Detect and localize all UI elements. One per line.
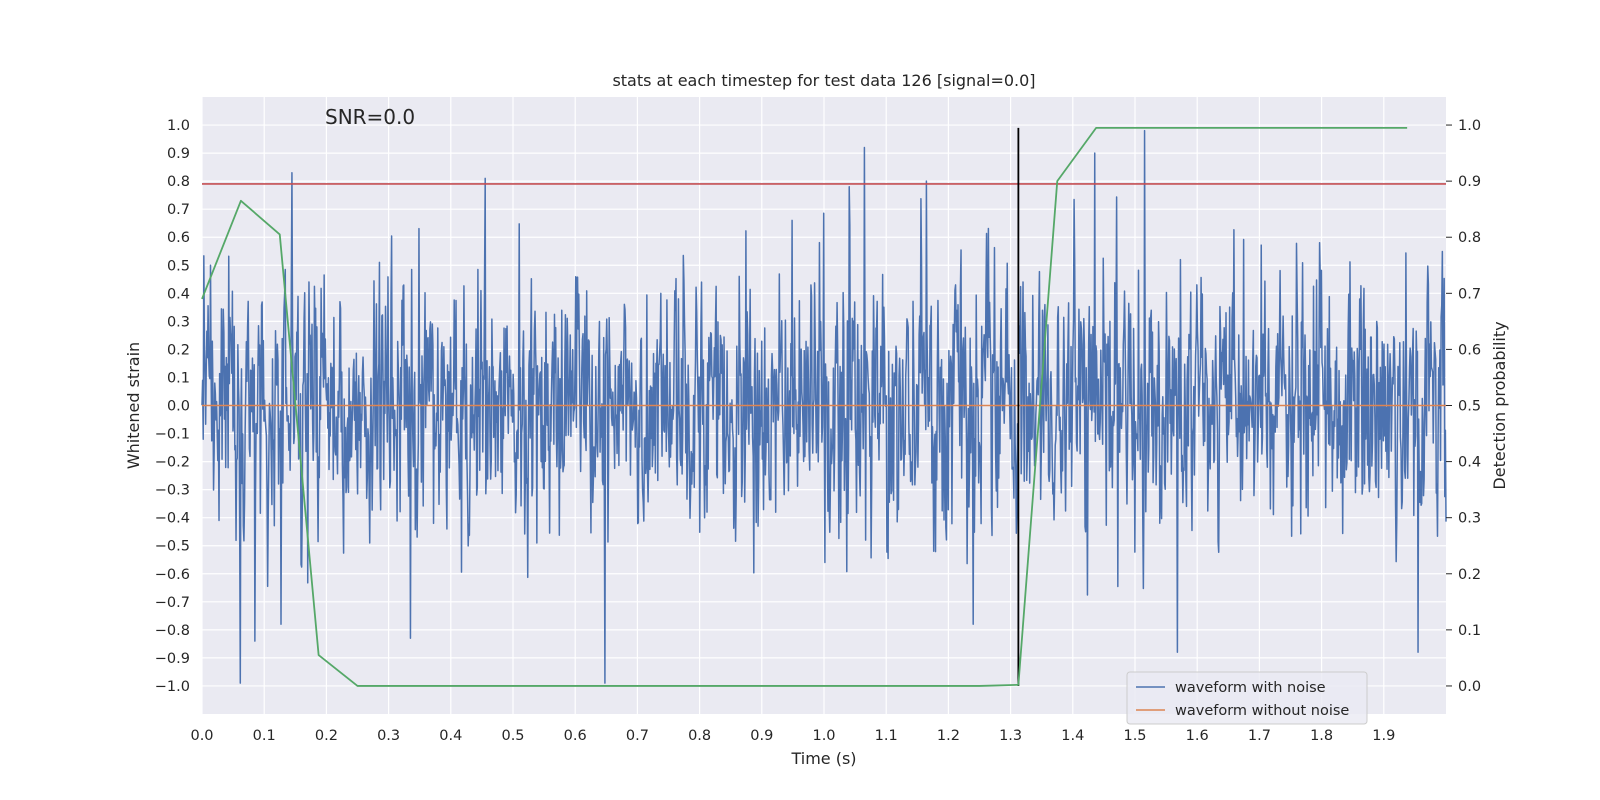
y-tick-label: −0.8 [155, 623, 190, 639]
series-line-detection-probability [201, 126, 1408, 687]
x-tick-label: 0.6 [564, 728, 587, 744]
legend-label-waveform-without-noise: waveform without noise [1175, 703, 1349, 719]
y-tick-label: 0.5 [167, 258, 190, 274]
y-tick-label: 0.4 [167, 286, 190, 302]
x-tick-label: 0.7 [626, 728, 649, 744]
y2-tick-label: 0.1 [1458, 623, 1481, 639]
y2-tick-label: 0.8 [1458, 230, 1481, 246]
x-tick-label: 0.9 [750, 728, 773, 744]
y2-tick-label: 0.2 [1458, 567, 1481, 583]
y-tick-label: −1.0 [155, 679, 190, 695]
chart-title: stats at each timestep for test data 126… [612, 71, 1035, 90]
x-tick-label: 1.5 [1123, 728, 1146, 744]
legend: waveform with noise waveform without noi… [1126, 671, 1368, 725]
y2-tick-label: 0.9 [1458, 174, 1481, 190]
x-tick-label: 1.8 [1310, 728, 1333, 744]
legend-box [1126, 671, 1368, 725]
y-tick-label: −0.4 [155, 511, 190, 527]
x-tick-label: 0.0 [190, 728, 213, 744]
x-tick-label: 0.2 [315, 728, 338, 744]
x-axis: 0.0 0.1 0.2 0.3 0.4 0.5 0.6 0.7 0.8 0.9 1.0 1.1 1.2 1… [190, 728, 1395, 744]
y2-tick-label: 1.0 [1458, 118, 1481, 134]
x-tick-label: 1.3 [999, 728, 1022, 744]
x-tick-label: 1.1 [875, 728, 898, 744]
x-tick-label: 0.5 [501, 728, 524, 744]
y-tick-label: 1.0 [167, 118, 190, 134]
y-axis-label: Whitened strain [124, 342, 143, 469]
data-layer [201, 126, 1447, 687]
y2-tick-label: 0.0 [1458, 679, 1481, 695]
y-tick-label: −0.2 [155, 455, 190, 471]
x-tick-label: 0.8 [688, 728, 711, 744]
x-tick-label: 0.1 [253, 728, 276, 744]
y-tick-label: 0.1 [167, 370, 190, 386]
y-tick-label: 0.9 [167, 146, 190, 162]
y-tick-label: 0.3 [167, 314, 190, 330]
y-axis-left: −1.0 −0.9 −0.8 −0.7 −0.6 −0.5 −0.4 −0.3 −0.2 −0.1… [155, 118, 190, 695]
legend-label-waveform-with-noise: waveform with noise [1175, 680, 1326, 696]
y-tick-label: 0.2 [167, 342, 190, 358]
y-tick-label: 0.7 [167, 202, 190, 218]
series-line-waveform-with-noise [201, 129, 1447, 684]
x-tick-label: 0.4 [439, 728, 462, 744]
y2-tick-label: 0.3 [1458, 511, 1481, 527]
x-tick-label: 0.3 [377, 728, 400, 744]
x-tick-label: 1.6 [1186, 728, 1209, 744]
y2-axis-label: Detection probability [1490, 321, 1509, 489]
x-tick-label: 1.2 [937, 728, 960, 744]
y-axis-right: 0.0 0.1 0.2 0.3 0.4 0.5 0.6 0.7 0.8 0.9 1.0 [1446, 118, 1481, 695]
y-tick-label: 0.0 [167, 399, 190, 415]
y-tick-label: −0.1 [155, 427, 190, 443]
y-tick-label: −0.9 [155, 651, 190, 667]
y-tick-label: −0.6 [155, 567, 190, 583]
x-axis-label: Time (s) [790, 749, 856, 768]
y-tick-label: −0.5 [155, 539, 190, 555]
y2-tick-label: 0.7 [1458, 286, 1481, 302]
y-tick-label: 0.8 [167, 174, 190, 190]
snr-annotation: SNR=0.0 [325, 105, 415, 129]
x-tick-label: 1.7 [1248, 728, 1271, 744]
x-tick-label: 1.0 [812, 728, 835, 744]
x-tick-label: 1.9 [1372, 728, 1395, 744]
y2-tick-label: 0.6 [1458, 342, 1481, 358]
y2-tick-label: 0.4 [1458, 455, 1481, 471]
x-tick-label: 1.4 [1061, 728, 1084, 744]
y-tick-label: −0.7 [155, 595, 190, 611]
y-tick-label: −0.3 [155, 483, 190, 499]
y2-tick-label: 0.5 [1458, 399, 1481, 415]
y-tick-label: 0.6 [167, 230, 190, 246]
